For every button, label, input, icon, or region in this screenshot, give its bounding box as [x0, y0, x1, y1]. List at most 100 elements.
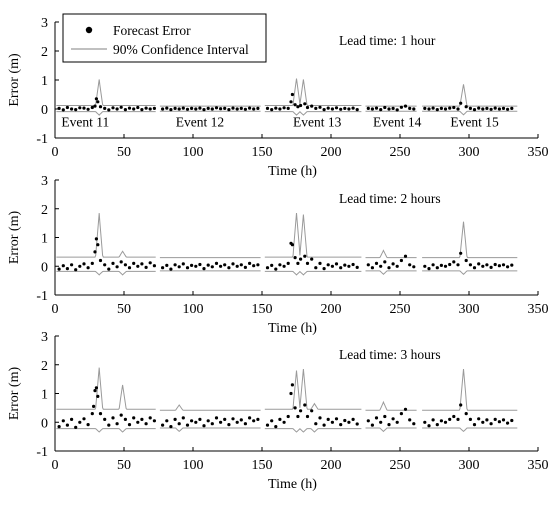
forecast-error-point: [87, 108, 90, 111]
lead-time-annotation: Lead time: 1 hour: [339, 33, 436, 48]
forecast-error-point: [145, 107, 148, 110]
ci-upper-line: [422, 369, 517, 410]
y-tick-label: -1: [36, 289, 48, 304]
forecast-error-point: [96, 100, 99, 103]
forecast-error-point: [236, 421, 239, 424]
lead-time-annotation: Lead time: 2 hours: [339, 191, 441, 206]
forecast-error-point: [423, 107, 426, 110]
forecast-error-point: [375, 107, 378, 110]
forecast-error-point: [278, 418, 281, 421]
forecast-error-point: [412, 265, 415, 268]
forecast-error-point: [379, 265, 382, 268]
forecast-error-point: [287, 262, 290, 265]
x-tick-label: 200: [321, 458, 342, 473]
forecast-error-point: [95, 97, 98, 100]
forecast-error-point: [145, 422, 148, 425]
ci-upper-line: [265, 213, 362, 257]
forecast-error-point: [375, 262, 378, 265]
forecast-error-point: [274, 107, 277, 110]
forecast-error-point: [498, 264, 501, 267]
x-tick-label: 200: [321, 145, 342, 160]
forecast-error-point: [327, 418, 330, 421]
forecast-error-point: [392, 107, 395, 110]
forecast-error-point: [107, 268, 110, 271]
forecast-error-point: [149, 416, 152, 419]
forecast-error-point: [223, 263, 226, 266]
forecast-error-point: [165, 107, 168, 110]
forecast-error-point: [231, 417, 234, 420]
forecast-error-point: [314, 107, 317, 110]
forecast-error-point: [318, 416, 321, 419]
forecast-error-point: [339, 266, 342, 269]
x-tick-label: 150: [252, 145, 273, 160]
forecast-error-point: [153, 419, 156, 422]
forecast-error-point: [318, 262, 321, 265]
ci-upper-line: [56, 213, 155, 257]
forecast-error-point: [274, 268, 277, 271]
forecast-error-point: [211, 265, 214, 268]
forecast-error-point: [116, 265, 119, 268]
x-tick-label: 150: [252, 458, 273, 473]
forecast-error-point: [440, 419, 443, 422]
forecast-error-point: [291, 243, 294, 246]
forecast-error-point: [306, 262, 309, 265]
forecast-error-point: [266, 107, 269, 110]
forecast-error-point: [274, 425, 277, 428]
y-tick-label: 1: [41, 232, 48, 247]
y-tick-label: 0: [41, 416, 48, 431]
forecast-error-point: [448, 107, 451, 110]
forecast-error-point: [432, 418, 435, 421]
forecast-error-point: [494, 107, 497, 110]
forecast-error-point: [132, 416, 135, 419]
forecast-error-point: [303, 403, 306, 406]
forecast-error-point: [387, 107, 390, 110]
forecast-error-point: [459, 403, 462, 406]
y-axis-label: Error (m): [7, 53, 22, 107]
forecast-error-point: [62, 108, 65, 111]
forecast-error-point: [248, 107, 251, 110]
forecast-error-point: [440, 264, 443, 267]
forecast-error-point: [66, 106, 69, 109]
legend-label-confidence-interval: 90% Confidence Interval: [113, 42, 249, 57]
forecast-error-point: [248, 416, 251, 419]
event-label: Event 15: [450, 114, 499, 129]
event-label: Event 13: [293, 114, 342, 129]
forecast-error-point: [120, 260, 123, 263]
forecast-error-point: [283, 265, 286, 268]
forecast-error-point: [111, 262, 114, 265]
forecast-error-point: [153, 107, 156, 110]
forecast-error-point: [473, 108, 476, 111]
forecast-error-point: [404, 105, 407, 108]
ci-upper-line: [366, 250, 417, 257]
forecast-error-point: [379, 421, 382, 424]
forecast-error-point: [256, 107, 259, 110]
forecast-error-point: [283, 421, 286, 424]
forecast-error-point: [99, 259, 102, 262]
forecast-error-point: [408, 418, 411, 421]
forecast-error-point: [78, 421, 81, 424]
ci-lower-line: [265, 271, 362, 275]
forecast-error-point: [111, 416, 114, 419]
forecast-error-point: [66, 267, 69, 270]
forecast-error-point: [211, 422, 214, 425]
forecast-error-point: [227, 266, 230, 269]
forecast-error-point: [82, 107, 85, 110]
forecast-error-point: [331, 421, 334, 424]
forecast-error-point: [223, 107, 226, 110]
forecast-error-point: [498, 420, 501, 423]
forecast-error-point: [266, 266, 269, 269]
forecast-error-point: [506, 108, 509, 111]
forecast-error-point: [485, 418, 488, 421]
forecast-error-point: [296, 262, 299, 265]
forecast-error-point: [412, 422, 415, 425]
forecast-error-point: [136, 265, 139, 268]
x-tick-label: 300: [459, 302, 480, 317]
forecast-error-point: [299, 258, 302, 261]
forecast-error-point: [140, 108, 143, 111]
forecast-error-point: [132, 107, 135, 110]
x-tick-label: 100: [183, 458, 204, 473]
forecast-error-point: [190, 264, 193, 267]
forecast-error-point: [481, 265, 484, 268]
forecast-error-point: [231, 107, 234, 110]
